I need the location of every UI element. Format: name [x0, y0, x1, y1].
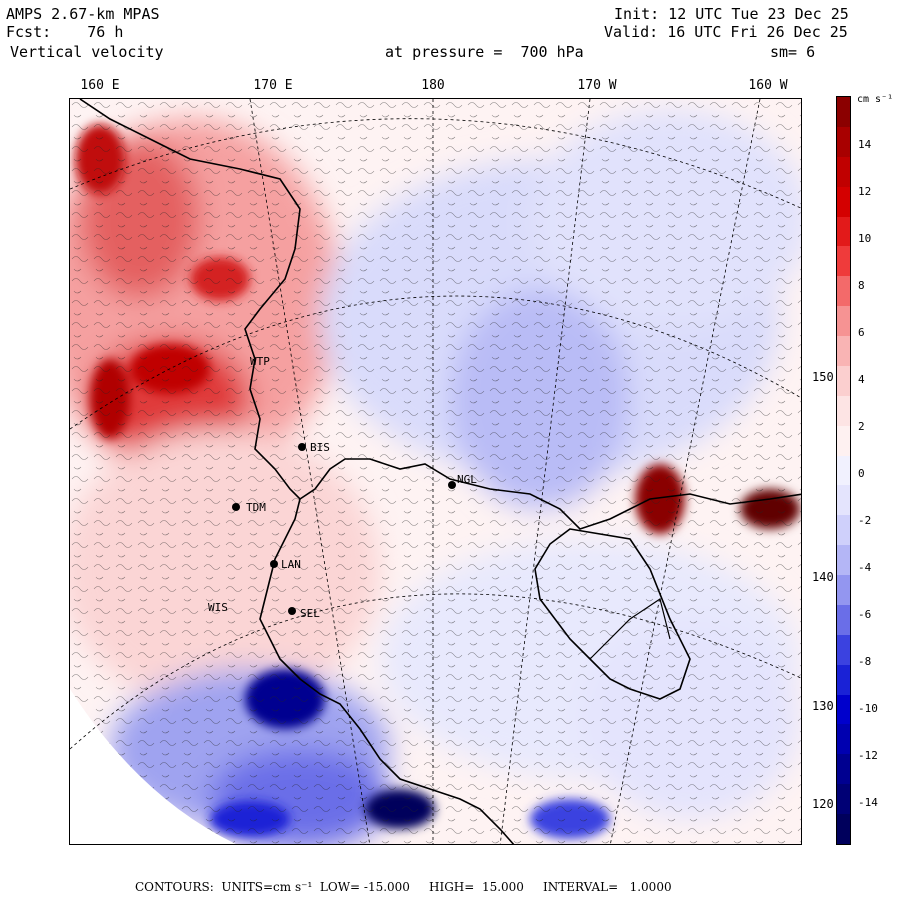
color-bar-tick-label: 14 [858, 138, 872, 151]
color-bar-segment [837, 336, 850, 367]
color-bar-tick-label: -12 [858, 749, 878, 762]
station-sel: SEL [300, 607, 320, 620]
lon-label-160w: 160 W [748, 78, 788, 93]
station-wtp: WTP [250, 355, 270, 368]
color-bar-tick-label: 0 [858, 467, 865, 480]
stations: BIS NGL TDM LAN SEL WIS WTP [208, 355, 477, 620]
color-bar-tick-label: -10 [858, 702, 878, 715]
contour-info: CONTOURS: UNITS=cm s⁻¹ LOW= -15.000 HIGH… [135, 880, 672, 894]
color-bar-segment [837, 664, 850, 696]
color-bar-segment [837, 515, 850, 546]
color-bar-tick-label: 2 [858, 420, 865, 433]
pressure-level: at pressure = 700 hPa [385, 43, 584, 61]
color-bar-segment [837, 455, 850, 486]
color-bar-tick-label: 8 [858, 279, 865, 292]
lon-label-180: 180 [421, 78, 445, 93]
color-bar-segment [837, 276, 850, 307]
color-bar-segment [837, 575, 850, 606]
color-bar-segment [837, 784, 850, 815]
color-bar-segment [837, 754, 850, 785]
color-bar-segment [837, 246, 850, 277]
color-bar-segment [837, 156, 850, 188]
color-bar [836, 96, 851, 845]
color-bar-segment [837, 425, 850, 457]
station-bis: BIS [310, 441, 330, 454]
color-bar-tick-label: 4 [858, 373, 865, 386]
color-bar-segment [837, 97, 850, 128]
smoothing: sm= 6 [770, 43, 816, 61]
color-bar-tick-label: -4 [858, 561, 872, 574]
color-bar-tick-label: -8 [858, 655, 872, 668]
color-bar-segment [837, 604, 850, 636]
vertical-velocity-map: BIS NGL TDM LAN SEL WIS WTP [69, 98, 802, 845]
color-bar-tick-label: 10 [858, 232, 872, 245]
lon-label-170e: 170 E [253, 78, 293, 93]
color-bar-segment [837, 126, 850, 158]
station-wis: WIS [208, 601, 228, 614]
color-bar-segment [837, 306, 850, 337]
color-bar-segment [837, 365, 850, 397]
color-bar-tick-label: -14 [858, 796, 878, 809]
graticule [70, 99, 801, 844]
color-bar-segment [837, 545, 850, 576]
lon-label-160e: 160 E [80, 78, 120, 93]
color-bar-unit: cm s⁻¹ [857, 94, 894, 105]
color-bar-tick-label: 6 [858, 326, 865, 339]
lon-label-170w: 170 W [577, 78, 617, 93]
color-bar-segment [837, 694, 850, 725]
color-bar-tick-label: -2 [858, 514, 872, 527]
station-lan: LAN [281, 558, 301, 571]
color-bar-tick-label: -6 [858, 608, 872, 621]
init-time: Init: 12 UTC Tue 23 Dec 25 [614, 5, 849, 23]
map-canvas: BIS NGL TDM LAN SEL WIS WTP [70, 99, 801, 844]
field-name: Vertical velocity [10, 43, 164, 61]
color-bar-segment [837, 395, 850, 427]
color-bar-segment [837, 485, 850, 516]
color-bar-segment [837, 634, 850, 666]
color-bar-segment [837, 724, 850, 755]
station-tdm: TDM [246, 501, 266, 514]
model-title: AMPS 2.67-km MPAS [6, 5, 160, 23]
valid-time: Valid: 16 UTC Fri 26 Dec 25 [604, 23, 848, 41]
forecast-hour: Fcst: 76 h [6, 23, 124, 41]
color-bar-segment [837, 216, 850, 247]
color-bar-segment [837, 186, 850, 217]
color-bar-tick-label: 12 [858, 185, 872, 198]
station-ngl: NGL [457, 473, 477, 486]
color-bar-segment [837, 814, 850, 845]
